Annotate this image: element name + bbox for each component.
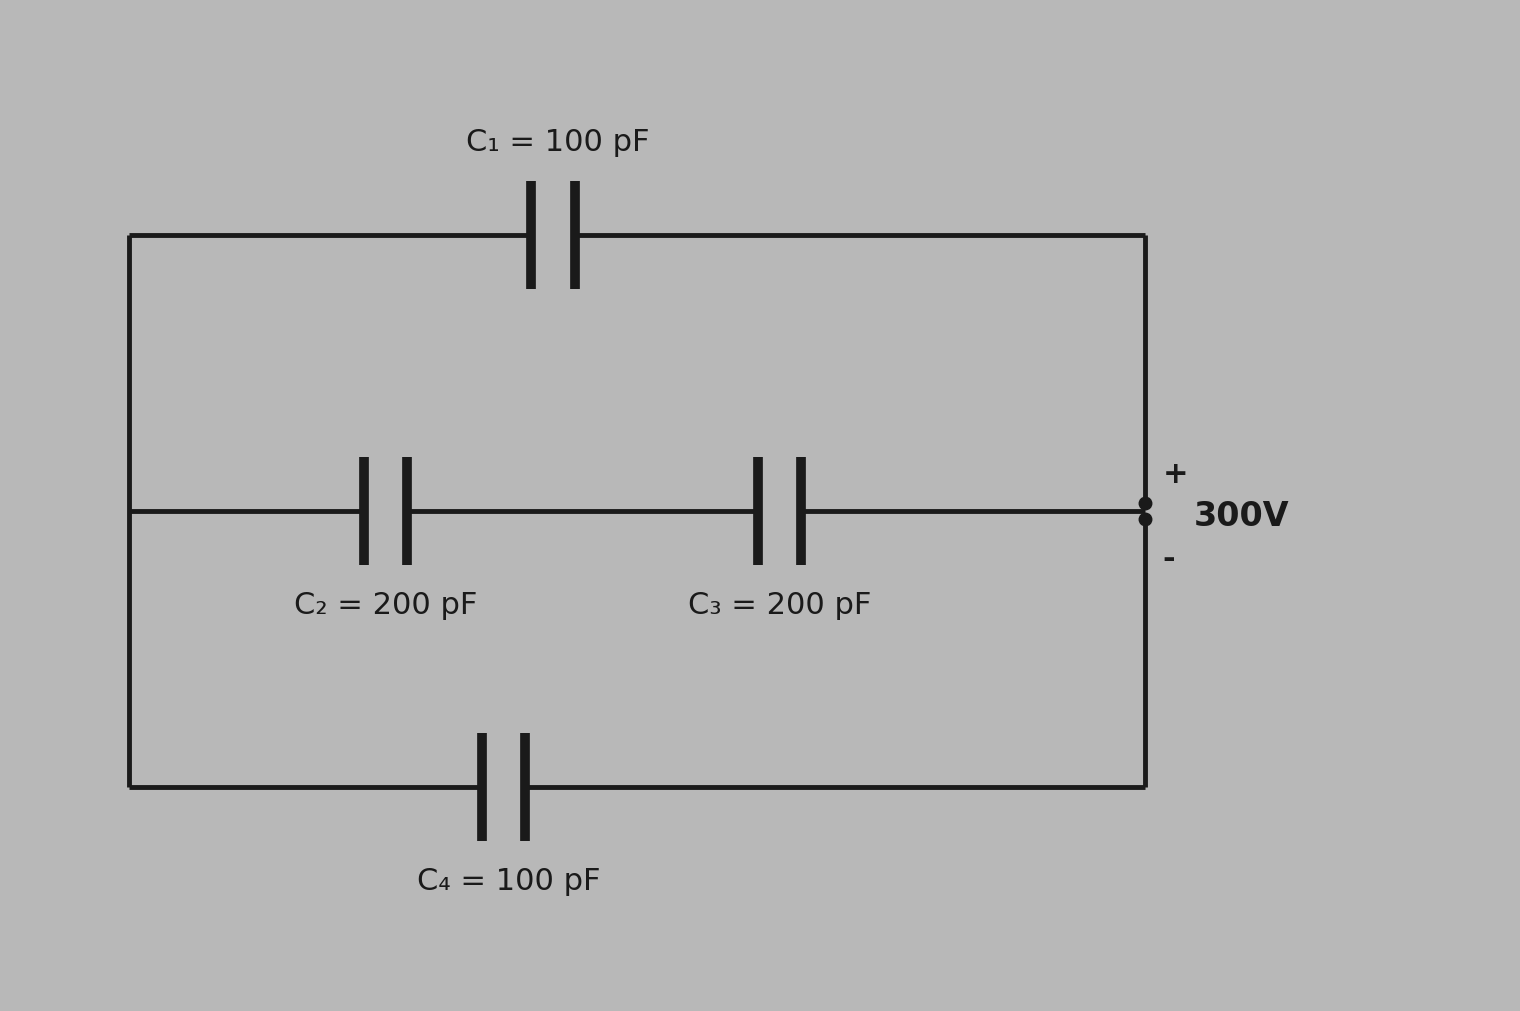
Text: C₂ = 200 pF: C₂ = 200 pF [293, 590, 477, 619]
Text: -: - [1163, 544, 1175, 573]
Text: C₄ = 100 pF: C₄ = 100 pF [416, 866, 600, 895]
Text: C₁ = 100 pF: C₁ = 100 pF [467, 127, 649, 157]
Text: 300V: 300V [1195, 499, 1289, 533]
Text: +: + [1163, 459, 1189, 488]
Text: C₃ = 200 pF: C₃ = 200 pF [689, 590, 871, 619]
